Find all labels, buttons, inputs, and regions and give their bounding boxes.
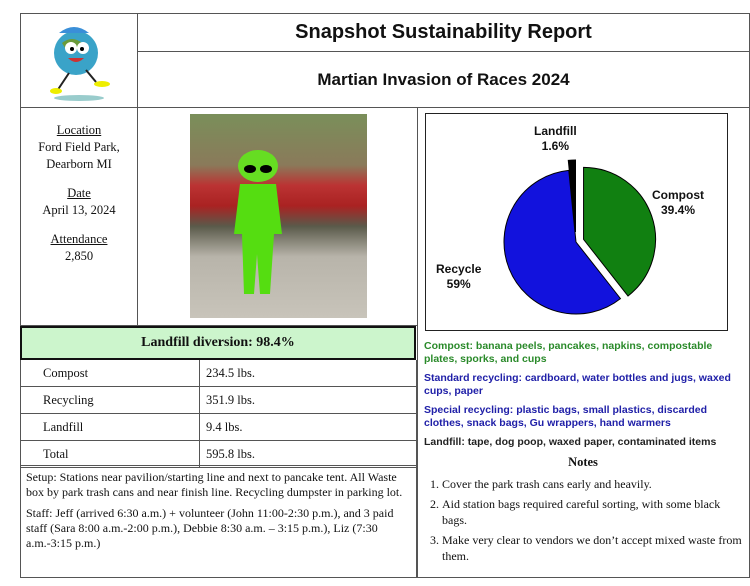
standard-recycling-items: Standard recycling: cardboard, water bot… bbox=[424, 372, 731, 397]
pie-slice-landfill bbox=[567, 159, 576, 233]
weight-label: Compost bbox=[21, 360, 200, 386]
special-recycling-items: Special recycling: plastic bags, small p… bbox=[424, 404, 708, 429]
setup-notes: Setup: Stations near pavilion/starting l… bbox=[20, 465, 417, 578]
pie-slice-compost bbox=[583, 166, 656, 297]
report-title: Snapshot Sustainability Report bbox=[137, 13, 750, 52]
weight-row: Total 595.8 lbs. bbox=[21, 441, 416, 468]
location-line2: Dearborn MI bbox=[46, 157, 112, 171]
event-info: Location Ford Field Park, Dearborn MI Da… bbox=[20, 107, 138, 326]
setup-text: Setup: Stations near pavilion/starting l… bbox=[26, 470, 403, 499]
weight-value: 9.4 lbs. bbox=[206, 419, 243, 434]
notes-title: Notes bbox=[568, 455, 598, 469]
note-item: Aid station bags required careful sortin… bbox=[442, 496, 748, 528]
waste-pie-chart: Landfill 1.6% Compost 39.4% Recycle 59% bbox=[425, 113, 728, 331]
compost-slice-label: Compost 39.4% bbox=[652, 188, 704, 217]
landfill-slice-label: Landfill 1.6% bbox=[534, 124, 577, 153]
weight-value: 351.9 lbs. bbox=[206, 392, 255, 407]
event-title: Martian Invasion of Races 2024 bbox=[137, 51, 750, 108]
weight-label: Landfill bbox=[21, 414, 200, 440]
weight-row: Landfill 9.4 lbs. bbox=[21, 414, 416, 441]
date-label: Date bbox=[67, 186, 91, 200]
weight-label: Total bbox=[21, 441, 200, 467]
earth-mascot-logo bbox=[20, 13, 138, 108]
alien-costume-photo bbox=[190, 114, 367, 318]
location-line1: Ford Field Park, bbox=[38, 140, 120, 154]
landfill-items: Landfill: tape, dog poop, waxed paper, c… bbox=[424, 436, 717, 448]
attendance-label: Attendance bbox=[50, 232, 108, 246]
pie-slice-recycle bbox=[503, 169, 622, 315]
waste-categories: Compost: banana peels, pancakes, napkins… bbox=[418, 340, 748, 568]
recycle-slice-label: Recycle 59% bbox=[436, 262, 482, 291]
note-item: Make very clear to vendors we don’t acce… bbox=[442, 532, 748, 564]
compost-items: Compost: banana peels, pancakes, napkins… bbox=[424, 340, 713, 365]
attendance-value: 2,850 bbox=[64, 249, 94, 263]
weight-row: Compost 234.5 lbs. bbox=[21, 360, 416, 387]
weight-label: Recycling bbox=[21, 387, 200, 413]
weight-value: 595.8 lbs. bbox=[206, 446, 255, 461]
note-item: Cover the park trash cans early and heav… bbox=[442, 476, 748, 492]
staff-text: Staff: Jeff (arrived 6:30 a.m.) + volunt… bbox=[26, 506, 394, 550]
weight-value: 234.5 lbs. bbox=[206, 365, 255, 380]
notes-list: Cover the park trash cans early and heav… bbox=[418, 476, 748, 564]
weights-table: Compost 234.5 lbs. Recycling 351.9 lbs. Land… bbox=[20, 360, 417, 468]
landfill-diversion-banner: Landfill diversion: 98.4% bbox=[20, 326, 416, 360]
date-value: April 13, 2024 bbox=[42, 203, 116, 217]
weight-row: Recycling 351.9 lbs. bbox=[21, 387, 416, 414]
location-label: Location bbox=[56, 123, 102, 137]
